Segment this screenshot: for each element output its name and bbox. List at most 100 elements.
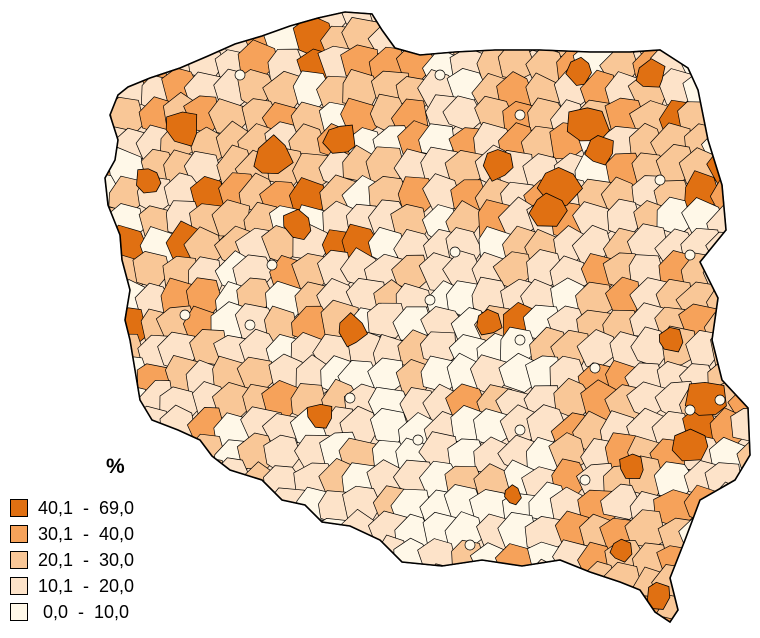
city-county [424,294,436,306]
county-region [737,569,750,606]
county-region [733,18,750,60]
county-region [732,487,750,528]
county-region-highlight [476,308,503,336]
county-region [160,591,200,622]
county-region [679,570,716,606]
city-county [514,109,526,121]
county-region [292,539,331,580]
county-region-highlight [136,168,162,194]
county-region [474,616,519,622]
legend-label: 30,1 - 40,0 [38,523,135,544]
county-region [733,12,750,34]
county-region [157,514,202,556]
county-region [729,255,750,295]
city-county [579,474,591,486]
country-border [104,11,751,624]
county-region [680,543,721,580]
county-region [134,12,180,30]
county-region [133,539,172,575]
county-region [711,563,749,603]
county-region [734,43,750,81]
county-region-highlight [635,58,666,88]
county-region-highlight [619,453,644,480]
city-county [654,174,666,186]
county-region [135,435,177,474]
county-region [238,562,279,602]
county-region [678,20,718,58]
county-region-highlight [671,428,709,462]
county-region [190,615,228,622]
county-region-highlight [609,538,633,563]
county-region [627,621,667,622]
county-region [105,359,119,394]
county-region [136,594,176,622]
legend-swatch [10,551,28,569]
county-region [369,562,408,602]
county-region [289,565,328,608]
county-region [262,593,305,622]
county-region [163,16,200,57]
legend-label: 40,1 - 69,0 [38,497,135,518]
county-region [109,625,148,638]
city-county [589,362,601,374]
county-region [580,594,616,622]
county-region [105,50,126,90]
legend-label: 0,0 - 10,0 [38,601,130,622]
county-region [704,12,744,34]
city-county [684,249,696,261]
county-region-highlight [322,124,356,154]
county-region [235,12,275,33]
county-region [371,589,413,622]
county-region [105,410,126,452]
county-region-highlight [504,484,522,506]
county-region [525,595,568,622]
county-region [425,615,464,622]
county-region [240,618,284,622]
legend-item-10-20: 10,1 - 20,0 [10,575,134,597]
city-county [344,392,356,404]
county-region [234,538,277,574]
county-region [497,594,536,622]
city-county [714,394,726,406]
county-region [236,511,275,549]
county-region [711,615,749,622]
county-region [266,563,306,601]
county-region [735,588,750,622]
county-region [136,489,175,527]
county-region-highlight [165,111,198,147]
county-region [707,589,748,622]
county-region [677,616,717,622]
county-region [708,48,750,85]
county-region [215,592,257,622]
county-region [164,488,203,530]
county-region [217,12,257,37]
legend-label: 10,1 - 20,0 [38,575,135,596]
legend-label: 20,1 - 30,0 [38,549,135,570]
county-region [219,540,257,580]
county-region [573,619,615,622]
county-region [105,381,127,420]
city-county [234,69,246,81]
county-region [472,570,515,609]
county-region-highlight [482,149,514,182]
county-region [732,124,750,165]
county-region [265,510,307,553]
county-region-highlight [658,326,684,353]
county-region [105,303,130,345]
legend-swatch [10,603,28,621]
county-region [734,228,750,270]
county-region [317,587,356,622]
county-region [214,513,254,551]
county-region [344,541,384,581]
county-region [601,614,639,622]
county-region [317,616,354,622]
county-region-highlight [584,135,614,166]
county-region [606,590,648,622]
county-region [735,199,750,242]
county-region [219,481,256,521]
county-region [731,623,760,638]
county-region [395,562,435,600]
legend-item-0-10: 0,0 - 10,0 [10,601,129,623]
county-region [549,568,586,607]
